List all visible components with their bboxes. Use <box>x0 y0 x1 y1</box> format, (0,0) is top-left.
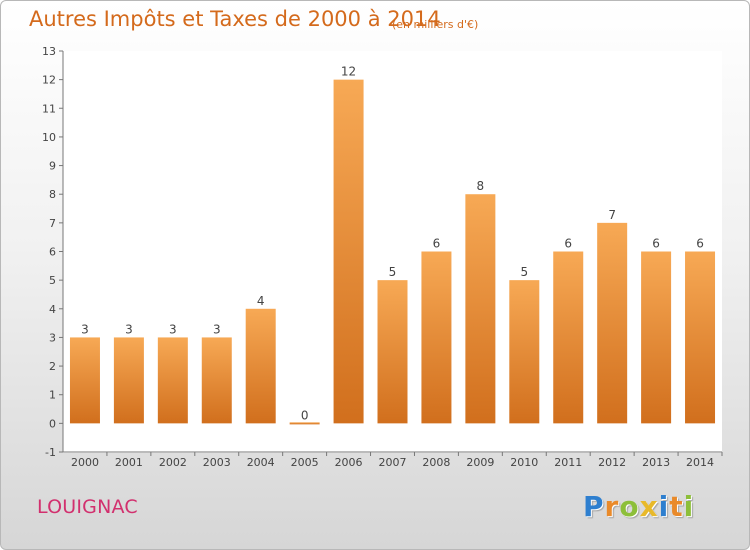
data-label: 0 <box>301 408 309 422</box>
x-tick-label: 2000 <box>71 456 99 469</box>
y-tick-label: 13 <box>42 45 56 58</box>
bar-2010 <box>509 280 540 424</box>
y-tick-label: 8 <box>49 188 56 201</box>
bar-2001 <box>113 337 144 424</box>
x-tick-label: 2004 <box>247 456 275 469</box>
x-tick-label: 2003 <box>203 456 231 469</box>
data-label: 3 <box>169 322 177 336</box>
proxiti-logo: Proxiti <box>583 490 694 523</box>
bar-2003 <box>201 337 232 424</box>
y-tick-label: 7 <box>49 217 56 230</box>
data-label: 7 <box>608 208 616 222</box>
logo-letter: t <box>669 490 684 523</box>
y-tick-label: -1 <box>45 446 56 459</box>
x-tick-label: 2005 <box>291 456 319 469</box>
bar-2012 <box>597 222 628 424</box>
data-label: 8 <box>477 179 485 193</box>
logo-letter: o <box>619 490 640 523</box>
x-tick-label: 2007 <box>379 456 407 469</box>
x-tick-label: 2002 <box>159 456 187 469</box>
data-label: 12 <box>341 65 356 79</box>
logo-letter: P <box>583 490 605 523</box>
bar-2000 <box>69 337 100 424</box>
y-tick-label: 12 <box>42 74 56 87</box>
bar-2004 <box>245 308 276 424</box>
y-tick-label: 6 <box>49 246 56 259</box>
x-tick-label: 2006 <box>335 456 363 469</box>
data-label: 4 <box>257 294 265 308</box>
bar-2002 <box>157 337 188 424</box>
bar-2008 <box>421 251 452 424</box>
chart-title: Autres Impôts et Taxes de 2000 à 2014 <box>29 7 441 31</box>
logo-letter: i <box>658 490 670 523</box>
logo-letter: i <box>683 490 695 523</box>
data-label: 6 <box>433 237 441 251</box>
bar-2013 <box>641 251 672 424</box>
bar-2009 <box>465 194 496 424</box>
data-label: 3 <box>213 322 221 336</box>
y-tick-label: 4 <box>49 303 56 316</box>
x-tick-label: 2013 <box>642 456 670 469</box>
y-tick-label: 1 <box>49 389 56 402</box>
y-tick-label: 0 <box>49 417 56 430</box>
data-label: 5 <box>520 265 528 279</box>
x-tick-label: 2001 <box>115 456 143 469</box>
data-label: 6 <box>564 237 572 251</box>
y-tick-label: 10 <box>42 131 56 144</box>
logo-letter: r <box>604 490 620 523</box>
y-tick-label: 11 <box>42 102 56 115</box>
data-label: 6 <box>696 237 704 251</box>
x-tick-label: 2010 <box>510 456 538 469</box>
data-label: 3 <box>125 322 133 336</box>
place-name: LOUIGNAC <box>37 496 138 518</box>
y-tick-label: 9 <box>49 160 56 173</box>
data-label: 6 <box>652 237 660 251</box>
data-label: 3 <box>81 322 89 336</box>
x-tick-label: 2008 <box>422 456 450 469</box>
x-tick-label: 2012 <box>598 456 626 469</box>
logo-letter: x <box>639 490 659 523</box>
y-tick-label: 5 <box>49 274 56 287</box>
x-tick-label: 2011 <box>554 456 582 469</box>
data-label: 5 <box>389 265 397 279</box>
x-tick-label: 2014 <box>686 456 714 469</box>
chart-subtitle: (en milliers d'€) <box>392 18 479 31</box>
x-tick-label: 2009 <box>466 456 494 469</box>
bar-2005 <box>289 422 320 425</box>
y-tick-label: 3 <box>49 331 56 344</box>
bar-2007 <box>377 280 408 424</box>
y-tick-label: 2 <box>49 360 56 373</box>
bar-2011 <box>553 251 584 424</box>
bar-2014 <box>685 251 716 424</box>
bar-2006 <box>333 79 364 424</box>
